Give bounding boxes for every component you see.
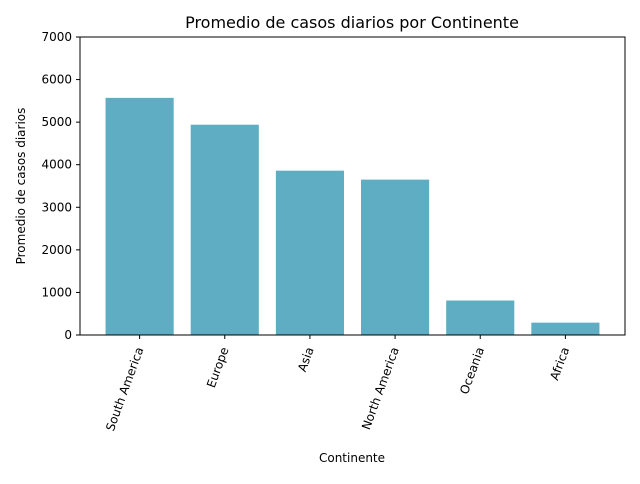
y-tick-label: 2000	[41, 243, 72, 257]
x-tick-label: Asia	[295, 345, 317, 373]
y-tick-label: 5000	[41, 115, 72, 129]
bar-europe	[190, 124, 259, 335]
y-tick-label: 1000	[41, 285, 72, 299]
x-tick-label: Oceania	[457, 345, 487, 396]
bar-oceania	[446, 300, 515, 335]
bar-africa	[531, 322, 600, 335]
x-axis: South America Europe Asia North America Ocea…	[103, 335, 572, 433]
plot-frame	[79, 36, 626, 336]
y-tick-label: 0	[64, 328, 72, 342]
x-tick-label: Europe	[204, 345, 232, 389]
y-tick-label: 4000	[41, 158, 72, 172]
y-axis-label: Promedio de casos diarios	[14, 108, 28, 265]
x-axis-label: Continente	[319, 451, 385, 465]
x-tick-label: Africa	[547, 345, 572, 382]
bars-group	[105, 97, 600, 336]
y-tick-label: 6000	[41, 73, 72, 87]
y-axis: 0 1000 2000 3000 4000 5000 6000 7000	[41, 30, 80, 342]
x-tick-label: North America	[359, 345, 402, 431]
chart-title: Promedio de casos diarios por Continente	[185, 13, 519, 32]
bar-south-america	[105, 97, 174, 336]
x-tick-label: South America	[103, 345, 146, 433]
y-tick-label: 7000	[41, 30, 72, 44]
y-tick-label: 3000	[41, 200, 72, 214]
bar-asia	[275, 170, 344, 335]
bar-north-america	[361, 179, 430, 335]
